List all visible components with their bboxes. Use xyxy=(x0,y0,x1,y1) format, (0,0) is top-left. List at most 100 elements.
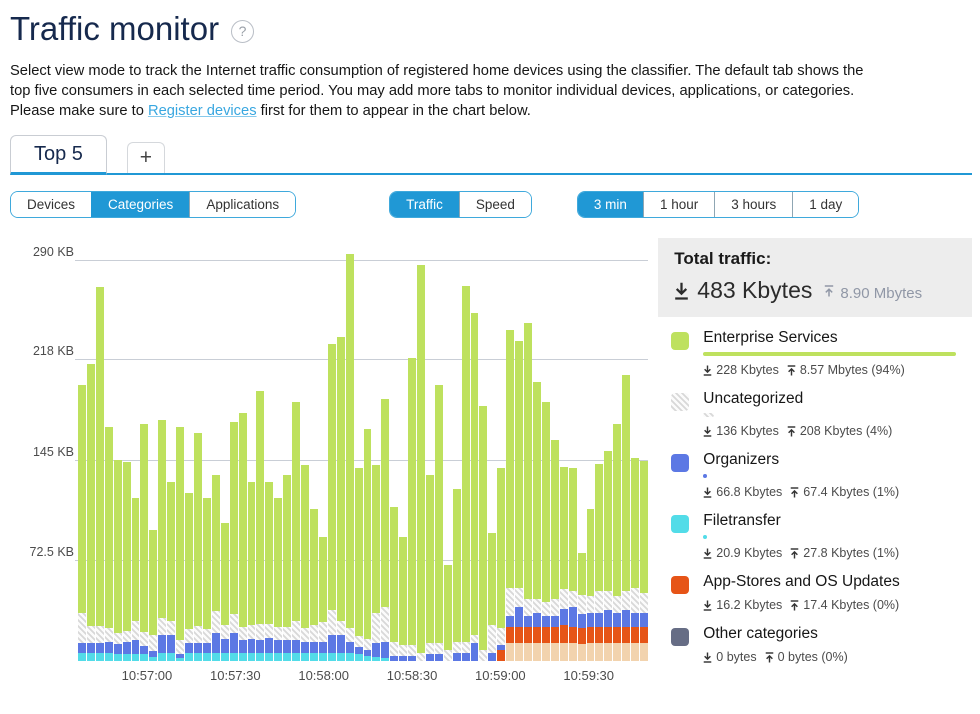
bar-segment-filetransfer xyxy=(372,656,381,661)
bar-segment-organizers xyxy=(78,643,86,653)
bar-segment-appstores xyxy=(640,626,648,644)
x-axis-label: 10:59:00 xyxy=(475,668,526,683)
bar-segment-uncategorized xyxy=(327,610,336,635)
bar-segment-appstores_light xyxy=(550,643,559,661)
category-swatch-enterprise-icon xyxy=(671,332,690,350)
bar-segment-appstores_light xyxy=(506,643,515,661)
category-upload-value: 208 Kbytes (4%) xyxy=(799,424,893,438)
bar-segment-uncategorized xyxy=(318,622,327,642)
time-range-1-day-button[interactable]: 1 day xyxy=(792,192,859,217)
help-icon[interactable]: ? xyxy=(231,19,255,43)
bar-segment-enterprise xyxy=(274,498,283,627)
metric-speed-button[interactable]: Speed xyxy=(458,192,531,217)
bar-segment-filetransfer xyxy=(220,652,229,661)
category-share-bar xyxy=(703,474,707,478)
category-stats: 20.9 Kbytes 27.8 Kbytes (1%) xyxy=(703,546,972,560)
bar-segment-enterprise xyxy=(408,357,417,645)
bar-segment-enterprise xyxy=(229,422,238,615)
bar-segment-enterprise xyxy=(301,465,309,628)
bar-segment-uncategorized xyxy=(345,627,354,642)
bar-segment-uncategorized xyxy=(417,652,425,661)
view-mode-devices-button[interactable]: Devices xyxy=(11,192,92,217)
time-range-1-hour-button[interactable]: 1 hour xyxy=(642,192,715,217)
bar-segment-appstores xyxy=(559,625,568,644)
bar-segment-organizers xyxy=(309,641,318,653)
traffic-bar xyxy=(202,498,211,661)
bar-segment-organizers xyxy=(613,612,622,627)
traffic-bar xyxy=(301,465,309,661)
bar-segment-enterprise xyxy=(345,254,354,628)
download-icon xyxy=(674,282,689,300)
bar-segment-enterprise xyxy=(122,462,131,631)
time-range-3-hours-button[interactable]: 3 hours xyxy=(714,192,793,217)
description-line-3-suffix: first for them to appear in the chart be… xyxy=(256,103,531,119)
bar-segment-uncategorized xyxy=(185,629,193,644)
view-mode-switch: Devices Categories Applications xyxy=(10,191,297,218)
bar-segment-enterprise xyxy=(372,465,381,613)
bar-segment-appstores xyxy=(577,627,586,645)
bar-segment-uncategorized xyxy=(354,636,363,648)
time-range-3-min-button[interactable]: 3 min xyxy=(577,192,643,217)
tab-top-5[interactable]: Top 5 xyxy=(10,135,107,175)
category-swatch-uncategorized-icon xyxy=(671,393,690,411)
legend-item-app-stores-and-os-updates: App-Stores and OS Updates 16.2 Kbytes 17… xyxy=(658,573,972,612)
gridline xyxy=(75,359,648,361)
bar-segment-filetransfer xyxy=(283,652,292,661)
bar-segment-filetransfer xyxy=(104,652,113,661)
bar-segment-filetransfer xyxy=(363,655,372,661)
bar-segment-organizers xyxy=(381,641,390,659)
traffic-bar xyxy=(631,458,640,661)
add-tab-button[interactable]: + xyxy=(126,142,165,173)
bar-segment-organizers xyxy=(336,634,345,653)
bar-segment-enterprise xyxy=(78,385,86,613)
bar-segment-organizers xyxy=(434,654,443,661)
bar-segment-enterprise xyxy=(479,405,488,650)
category-name: App-Stores and OS Updates xyxy=(703,573,900,590)
bar-segment-organizers xyxy=(185,643,193,653)
bar-segment-uncategorized xyxy=(301,627,309,642)
bar-segment-uncategorized xyxy=(399,644,408,656)
view-mode-categories-button[interactable]: Categories xyxy=(91,192,190,217)
view-mode-applications-button[interactable]: Applications xyxy=(189,192,296,217)
metric-traffic-button[interactable]: Traffic xyxy=(390,192,459,217)
category-download-value: 16.2 Kbytes xyxy=(716,598,783,612)
traffic-bar xyxy=(399,536,408,661)
traffic-bar xyxy=(408,357,417,661)
traffic-bar xyxy=(327,343,336,661)
bar-segment-organizers xyxy=(595,612,604,627)
bar-segment-organizers xyxy=(640,612,648,627)
bar-segment-uncategorized xyxy=(622,590,631,610)
bar-segment-appstores xyxy=(497,650,506,661)
bar-segment-uncategorized xyxy=(202,629,211,644)
category-download-value: 228 Kbytes xyxy=(716,363,779,377)
bar-segment-filetransfer xyxy=(149,656,158,661)
category-upload-value: 8.57 Mbytes (94%) xyxy=(799,363,905,377)
traffic-bar xyxy=(497,467,506,661)
traffic-bar xyxy=(470,313,479,661)
register-devices-link[interactable]: Register devices xyxy=(147,103,257,119)
bar-segment-uncategorized xyxy=(381,607,390,642)
bar-segment-uncategorized xyxy=(158,618,167,635)
traffic-bar xyxy=(131,498,140,661)
bar-segment-uncategorized xyxy=(577,594,586,615)
upload-icon xyxy=(790,486,799,498)
bar-segment-organizers xyxy=(568,607,577,627)
bar-segment-organizers xyxy=(524,615,533,627)
bar-segment-uncategorized xyxy=(247,625,256,639)
traffic-bar xyxy=(345,254,354,661)
bar-segment-appstores xyxy=(533,626,541,644)
bar-segment-enterprise xyxy=(220,523,229,626)
traffic-bar xyxy=(425,474,434,661)
bar-segment-organizers xyxy=(452,652,461,661)
plot-area: 290 KB 218 KB 145 KB 72.5 KB xyxy=(30,245,648,661)
bar-segment-enterprise xyxy=(586,509,595,597)
x-axis: 10:57:00 10:57:30 10:58:00 10:58:30 10:59:00… xyxy=(78,661,648,687)
description-line-1: Select view mode to track the Internet t… xyxy=(10,63,864,79)
traffic-bar xyxy=(533,382,541,661)
category-download-value: 0 bytes xyxy=(716,650,757,664)
bar-segment-enterprise xyxy=(613,423,622,597)
bar-segment-appstores_light xyxy=(586,643,595,661)
bar-segment-enterprise xyxy=(488,532,497,626)
bar-segment-uncategorized xyxy=(434,643,443,655)
bar-segment-appstores xyxy=(586,626,595,644)
